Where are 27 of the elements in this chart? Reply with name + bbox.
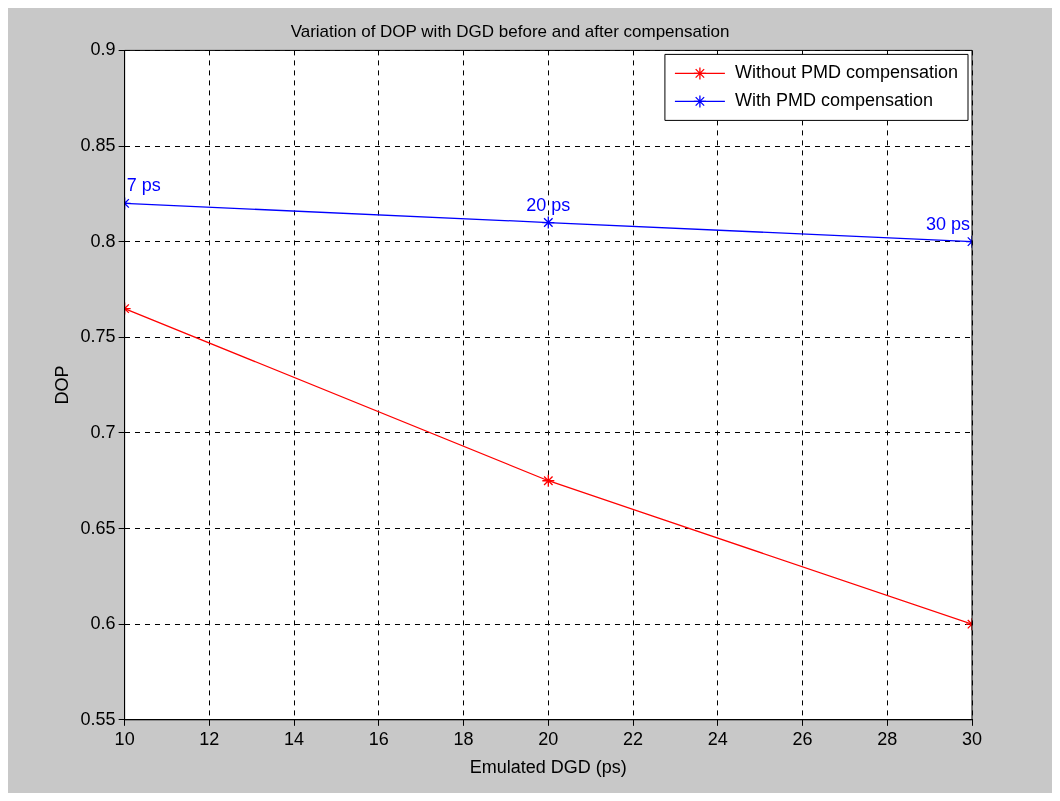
x-tick-label: 10 — [114, 728, 135, 749]
y-tick-label: 0.7 — [90, 421, 116, 442]
y-tick-label: 0.75 — [80, 326, 116, 347]
x-tick-label: 20 — [538, 728, 559, 749]
y-tick-label: 0.9 — [90, 39, 116, 60]
x-axis-title: Emulated DGD (ps) — [469, 757, 627, 778]
y-tick-label: 0.8 — [90, 230, 116, 251]
x-tick-label: 28 — [877, 728, 898, 749]
x-tick-label: 18 — [453, 728, 474, 749]
y-tick-label: 0.55 — [80, 708, 116, 729]
x-tick-label: 12 — [199, 728, 220, 749]
x-tick-label: 26 — [792, 728, 813, 749]
legend-label: With PMD compensation — [734, 90, 933, 111]
y-tick-label: 0.85 — [80, 135, 116, 155]
y-tick-label: 0.6 — [90, 613, 116, 634]
x-tick-label: 24 — [707, 728, 728, 749]
x-tick-label: 14 — [284, 728, 305, 749]
annotation: 20 ps — [526, 194, 571, 215]
y-tick-label: 0.65 — [80, 517, 116, 538]
annotation: 7 ps — [126, 175, 161, 196]
x-tick-label: 16 — [368, 728, 389, 749]
y-axis-title: DOP — [51, 365, 72, 405]
legend-label: Without PMD compensation — [734, 62, 958, 83]
x-tick-label: 22 — [623, 728, 644, 749]
x-tick-label: 30 — [961, 728, 983, 749]
chart-title: Variation of DOP with DGD before and after compensation — [290, 21, 730, 41]
annotation: 30 ps — [925, 213, 971, 234]
